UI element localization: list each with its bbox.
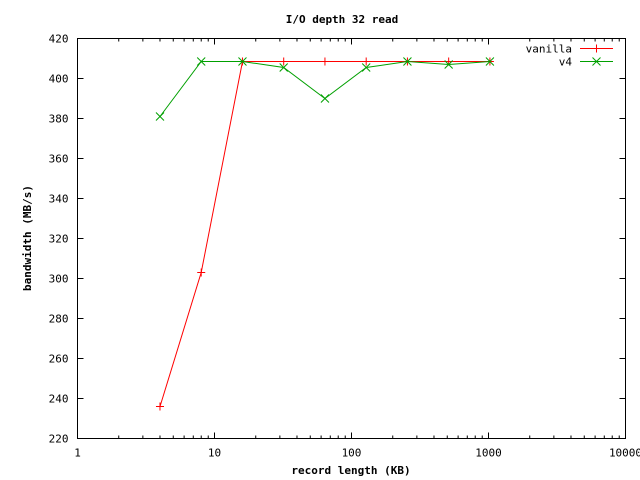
y-tick-label: 380 bbox=[49, 113, 69, 126]
x-tick-label: 10 bbox=[208, 447, 221, 460]
y-axis-label: bandwidth (MB/s) bbox=[21, 185, 34, 291]
y-tick-label: 220 bbox=[49, 433, 69, 446]
plot-frame bbox=[77, 38, 626, 439]
series-line-v4 bbox=[159, 60, 490, 117]
axes: 220 240 260 280 300 320 340 360 380 400 420 1 10 100 1… bbox=[49, 33, 640, 460]
x-tick-label: 1000 bbox=[475, 447, 502, 460]
y-tick-label: 260 bbox=[49, 353, 69, 366]
data-point-vanilla bbox=[279, 57, 288, 66]
x-tick-label: 10000 bbox=[609, 447, 640, 460]
y-tick-label: 240 bbox=[49, 393, 69, 406]
legend-marker bbox=[592, 44, 601, 53]
data-point-vanilla bbox=[155, 402, 164, 411]
data-point-v4 bbox=[403, 57, 412, 66]
data-point-v4 bbox=[320, 94, 330, 103]
data-point-v4 bbox=[485, 57, 495, 66]
y-tick-label: 280 bbox=[49, 313, 69, 326]
data-point-v4 bbox=[444, 60, 454, 69]
data-point-vanilla bbox=[197, 268, 206, 277]
legend-marker bbox=[592, 57, 601, 66]
y-tick-label: 400 bbox=[49, 73, 69, 86]
chart-title: I/O depth 32 read bbox=[286, 13, 399, 26]
legend-label: v4 bbox=[559, 56, 573, 69]
series-vanilla bbox=[155, 57, 494, 411]
data-point-vanilla bbox=[362, 57, 371, 66]
y-tick-label: 420 bbox=[49, 33, 69, 46]
legend-label: vanilla bbox=[526, 43, 572, 56]
y-tick-label: 300 bbox=[49, 273, 69, 286]
x-tick-label: 1 bbox=[74, 447, 81, 460]
y-tick-label: 360 bbox=[49, 153, 69, 166]
x-axis-label: record length (KB) bbox=[291, 464, 410, 477]
y-tick-label: 320 bbox=[49, 233, 69, 246]
series-v4 bbox=[155, 57, 495, 121]
data-point-v4 bbox=[361, 63, 371, 72]
series-layer bbox=[155, 57, 495, 411]
x-tick-label: 100 bbox=[342, 447, 362, 460]
data-point-v4 bbox=[279, 63, 289, 72]
data-point-vanilla bbox=[320, 57, 329, 66]
y-tick-label: 340 bbox=[49, 193, 69, 206]
series-line-vanilla bbox=[159, 61, 490, 407]
data-point-v4 bbox=[155, 112, 165, 121]
data-point-v4 bbox=[238, 57, 247, 66]
data-point-v4 bbox=[196, 57, 206, 66]
